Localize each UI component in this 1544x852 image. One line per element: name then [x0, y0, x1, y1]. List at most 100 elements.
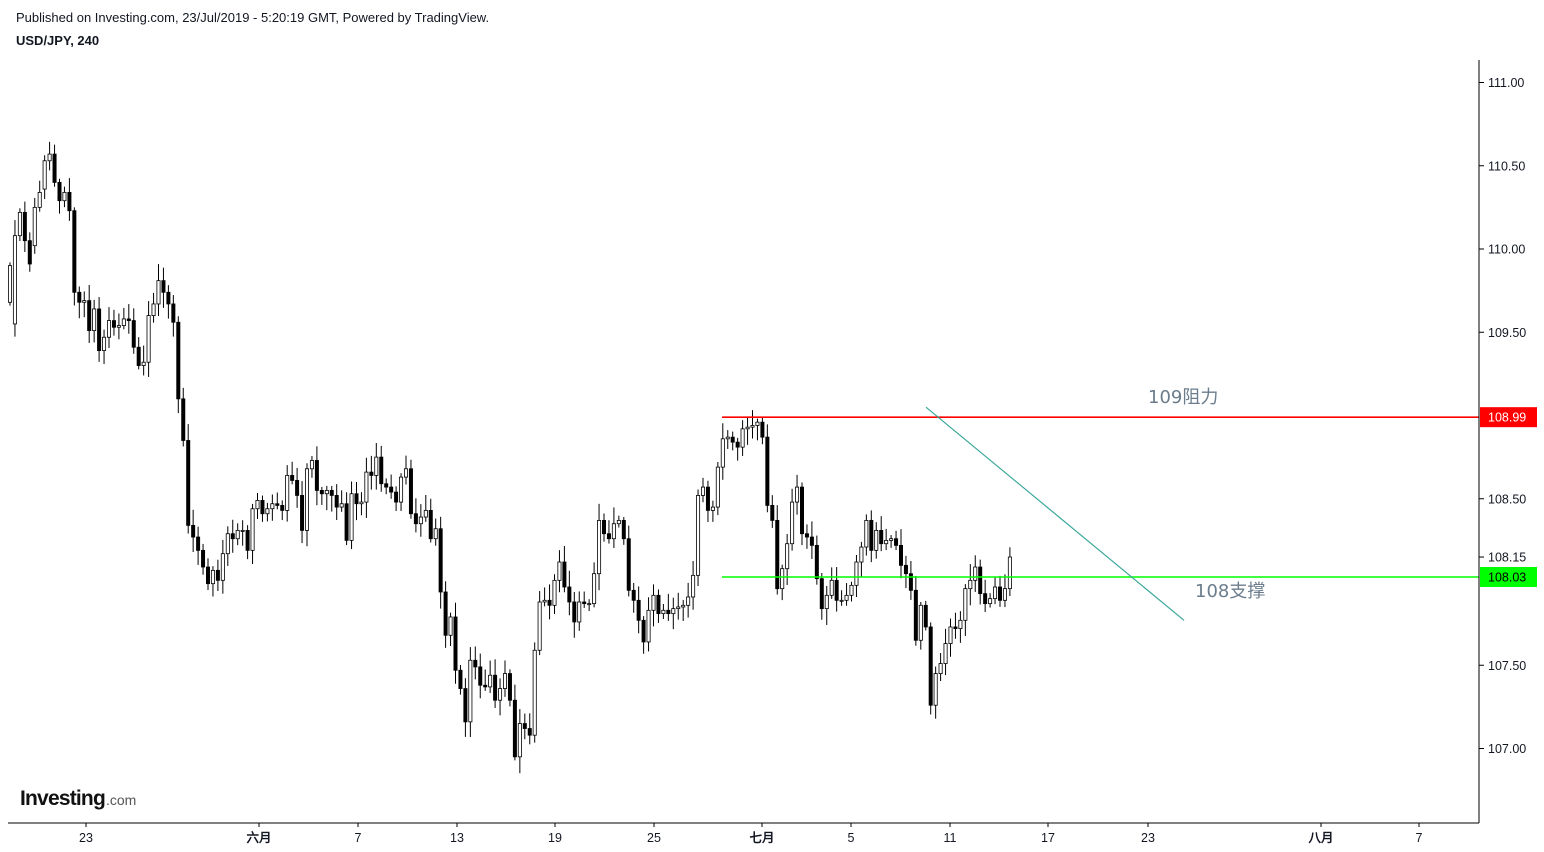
candle-body — [780, 568, 785, 590]
candle-body — [423, 510, 428, 518]
candle-body — [102, 336, 107, 351]
candle — [537, 591, 542, 656]
candle-body — [537, 601, 542, 651]
candle-body — [201, 549, 206, 568]
candle-body — [755, 421, 760, 426]
candle — [334, 484, 339, 521]
candle — [656, 589, 661, 623]
candle — [874, 522, 879, 559]
price-tick-label: 107.50 — [1488, 659, 1526, 673]
candle — [903, 555, 908, 589]
candle-body — [220, 553, 225, 581]
candle-body — [775, 519, 780, 590]
candle-body — [621, 519, 626, 540]
level-annotation: 109阻力 — [1148, 387, 1218, 408]
candle-body — [225, 533, 230, 555]
candle — [478, 653, 483, 699]
candle — [804, 524, 809, 549]
candle — [691, 561, 696, 610]
candle — [869, 510, 874, 563]
candle-body — [438, 528, 443, 593]
candle-body — [97, 308, 102, 351]
candle-body — [111, 320, 116, 328]
candle — [681, 600, 686, 621]
candle — [963, 584, 968, 637]
candle — [998, 575, 1003, 607]
candle-body — [453, 616, 458, 671]
candle-body — [809, 536, 814, 546]
candle-body — [547, 599, 552, 606]
candle-body — [666, 609, 671, 615]
candle — [517, 709, 522, 774]
candle-body — [701, 486, 706, 496]
levels: 109阻力 108.99 108支撑 108.03 — [722, 387, 1537, 602]
time-tick-label: 7 — [355, 831, 362, 845]
candle-body — [715, 466, 720, 508]
candle — [671, 597, 676, 630]
price-axis[interactable]: 111.00 110.50 110.00 109.50 108.50 108.15 107.… — [1478, 60, 1526, 823]
candle — [473, 646, 478, 680]
candle-body — [62, 191, 67, 202]
candle — [606, 520, 611, 544]
candle-body — [542, 599, 547, 603]
candle — [22, 201, 27, 252]
time-axis[interactable]: 23 六月 7 13 19 25 七月 5 11 17 23 八月 7 — [8, 822, 1479, 845]
candle-body — [884, 539, 889, 545]
candle-body — [577, 601, 582, 623]
candle — [438, 516, 443, 609]
candle — [705, 480, 710, 522]
candle-body — [428, 510, 433, 540]
candle — [923, 600, 928, 631]
candle — [27, 232, 32, 272]
candle-body — [443, 591, 448, 636]
candle — [750, 410, 755, 439]
candle — [77, 286, 82, 319]
trendline — [925, 406, 1185, 621]
candle-body — [17, 211, 22, 237]
candle-body — [849, 584, 854, 596]
candle — [1002, 574, 1007, 608]
candle-body — [869, 519, 874, 551]
candle-body — [468, 659, 473, 723]
candle — [428, 498, 433, 543]
candle-body — [151, 303, 156, 317]
candle-body — [745, 426, 750, 430]
candle — [408, 459, 413, 519]
candle-body — [1007, 556, 1012, 590]
candle-body — [710, 506, 715, 511]
candle — [918, 601, 923, 650]
candle-body — [458, 669, 463, 689]
candle — [319, 486, 324, 505]
candle — [636, 586, 641, 634]
candle — [542, 587, 547, 607]
candle — [12, 220, 17, 337]
candle-body — [879, 529, 884, 545]
price-tick-label: 110.50 — [1488, 159, 1525, 173]
candle-body — [557, 561, 562, 581]
candle — [527, 713, 532, 745]
candle-body — [705, 486, 710, 511]
candle — [572, 591, 577, 638]
candle — [210, 566, 215, 597]
candle — [265, 502, 270, 522]
candle-body — [324, 490, 329, 495]
time-tick-label: 七月 — [749, 831, 774, 845]
candle-body — [116, 325, 121, 328]
candle — [582, 591, 587, 608]
candle — [146, 301, 151, 377]
candle-body — [606, 533, 611, 540]
candle — [423, 495, 428, 522]
price-tick-label: 108.15 — [1488, 551, 1526, 565]
candle-body — [87, 300, 92, 331]
candle-body — [37, 191, 42, 208]
candle-body — [413, 513, 418, 525]
candle — [577, 591, 582, 631]
price-tag: 108.99 — [1480, 407, 1537, 428]
candle-body — [300, 495, 305, 531]
time-tick-label: 13 — [450, 831, 464, 845]
candle — [141, 345, 146, 376]
candle-body — [978, 566, 983, 595]
candle-body — [567, 586, 572, 603]
candle — [285, 465, 290, 522]
